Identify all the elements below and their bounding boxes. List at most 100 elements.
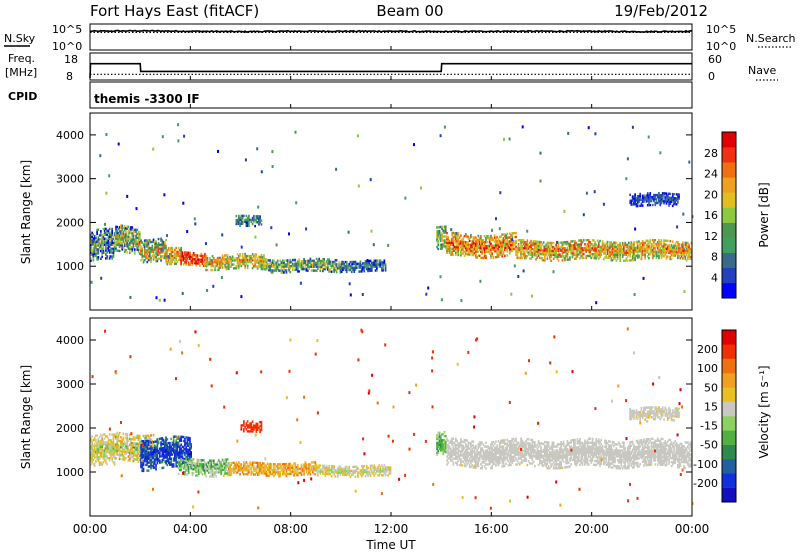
heatmap-cell (188, 458, 190, 460)
heatmap-cell (594, 241, 596, 243)
heatmap-scatter-point (163, 193, 165, 196)
heatmap-cell (189, 252, 191, 254)
heatmap-scatter-point (358, 185, 360, 188)
heatmap-cell (671, 258, 673, 260)
heatmap-scatter-point (505, 234, 507, 237)
heatmap-scatter-point (129, 296, 131, 299)
heatmap-scatter-point (404, 197, 406, 200)
heatmap-cell (569, 256, 571, 258)
heatmap-cell (446, 232, 448, 234)
nave-tick-top: 60 (708, 53, 722, 66)
heatmap-cell (99, 436, 101, 438)
heatmap-scatter-point (166, 234, 168, 237)
heatmap-cell (110, 439, 112, 441)
heatmap-cell (252, 253, 254, 255)
heatmap-cell (169, 442, 171, 444)
heatmap-cell (271, 463, 273, 465)
heatmap-cell (150, 441, 152, 443)
heatmap-scatter-point (455, 232, 457, 235)
heatmap-cell (672, 240, 674, 242)
heatmap-cell (619, 242, 621, 244)
heatmap-cell (259, 215, 261, 217)
heatmap-scatter-point (205, 242, 207, 245)
heatmap-cell (503, 251, 505, 253)
heatmap-cell (253, 215, 255, 217)
heatmap-scatter-point (246, 221, 248, 224)
power-heatmap (90, 123, 694, 304)
heatmap-scatter-point (168, 256, 170, 259)
freq-series-line (90, 64, 692, 78)
heatmap-scatter-point (100, 277, 102, 280)
heatmap-scatter-point (583, 213, 585, 216)
heatmap-cell (667, 240, 669, 242)
heatmap-scatter-point (300, 282, 302, 285)
heatmap-cell (193, 458, 195, 460)
heatmap-cell (562, 259, 564, 261)
heatmap-scatter-point (164, 299, 166, 302)
heatmap-cell (658, 239, 660, 241)
heatmap-cell (678, 193, 680, 195)
heatmap-cell (331, 271, 333, 273)
heatmap-scatter-point (306, 269, 308, 272)
heatmap-scatter-point (427, 287, 429, 290)
heatmap-cell (96, 434, 98, 436)
heatmap-scatter-point (526, 230, 528, 233)
heatmap-scatter-point (91, 281, 93, 284)
heatmap-cell (648, 257, 650, 259)
heatmap-cell (384, 259, 386, 261)
heatmap-cell (243, 215, 245, 217)
heatmap-scatter-point (221, 276, 223, 279)
heatmap-cell (253, 465, 255, 467)
heatmap-cell (120, 436, 122, 438)
heatmap-cell (475, 237, 477, 239)
heatmap-cell (239, 473, 241, 475)
heatmap-cell (649, 204, 651, 206)
heatmap-cell (504, 255, 506, 257)
heatmap-cell (465, 233, 467, 235)
nsky-label: N.Sky (4, 32, 36, 45)
ytick-label: 4000 (56, 129, 84, 142)
heatmap-scatter-point (105, 192, 107, 195)
heatmap-cell (178, 473, 180, 475)
heatmap-cell (348, 466, 350, 468)
heatmap-cell (254, 225, 256, 227)
heatmap-scatter-point (638, 255, 640, 258)
heatmap-cell (480, 235, 482, 237)
heatmap-scatter-point (595, 301, 597, 304)
heatmap-cell (139, 231, 141, 233)
heatmap-cell (148, 469, 150, 471)
heatmap-cell (326, 465, 328, 467)
heatmap-cell (109, 228, 111, 230)
heatmap-scatter-point (586, 192, 588, 195)
heatmap-scatter-point (531, 295, 533, 298)
heatmap-cell (172, 453, 174, 455)
heatmap-cell (558, 259, 560, 261)
heatmap-cell (150, 257, 152, 259)
heatmap-cell (267, 463, 269, 465)
heatmap-scatter-point (221, 233, 223, 236)
heatmap-cell (579, 257, 581, 259)
heatmap-cell (167, 438, 169, 440)
heatmap-scatter-point (684, 290, 686, 293)
heatmap-cell (289, 271, 291, 273)
heatmap-cell (185, 457, 187, 459)
station-title: Fort Hays East (fitACF) (90, 2, 259, 20)
heatmap-cell (385, 263, 387, 265)
heatmap-cell (453, 254, 455, 256)
heatmap-cell (478, 235, 480, 237)
heatmap-scatter-point (514, 264, 516, 267)
heatmap-cell (104, 437, 106, 439)
heatmap-cell (170, 438, 172, 440)
heatmap-cell (214, 267, 216, 269)
heatmap-cell (193, 472, 195, 474)
heatmap-scatter-point (511, 238, 513, 241)
heatmap-cell (506, 254, 508, 256)
heatmap-cell (182, 251, 184, 253)
heatmap-cell (116, 226, 118, 228)
heatmap-scatter-point (688, 161, 690, 164)
heatmap-cell (101, 463, 103, 465)
heatmap-cell (602, 240, 604, 242)
heatmap-cell (564, 257, 566, 259)
heatmap-cell (256, 253, 258, 255)
